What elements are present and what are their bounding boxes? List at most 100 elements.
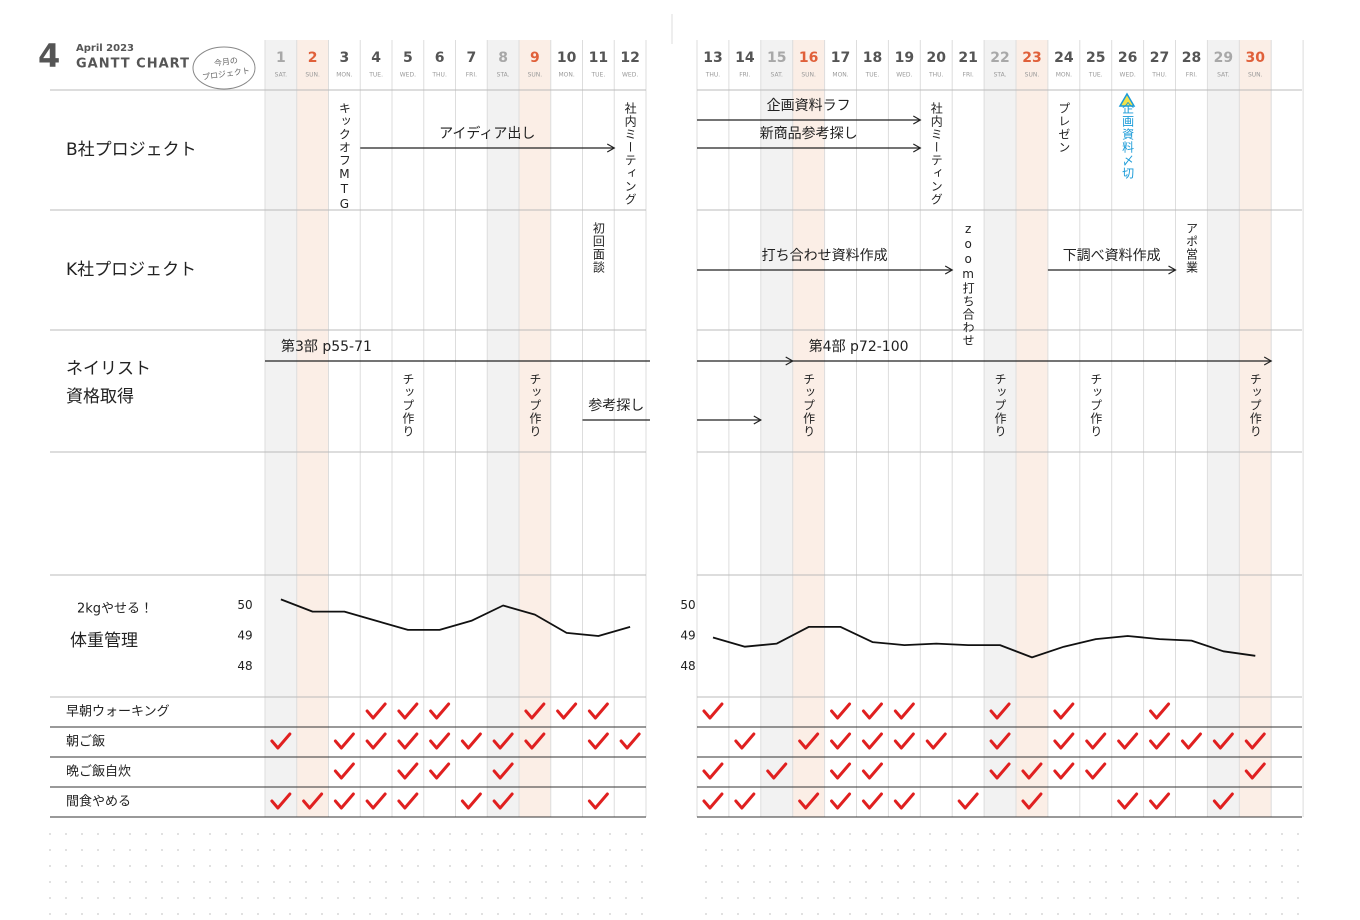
task-label: 第4部 p72-100 (809, 338, 909, 355)
check-mark (1149, 792, 1171, 810)
check-mark (830, 762, 852, 780)
check-mark (766, 762, 788, 780)
day-of-week: MON. (558, 72, 574, 79)
badge-text: 今月の (213, 55, 238, 68)
day-number: 6 (435, 50, 445, 66)
day-of-week: STA. (497, 72, 510, 79)
task-label: 打ち合わせ資料作成 (762, 247, 888, 264)
task-label: 第3部 p55-71 (281, 338, 372, 355)
day-number: 27 (1150, 50, 1169, 66)
weight-goal: 2kgやせる！ (77, 602, 153, 617)
task-label: アポ営業 (1184, 222, 1198, 274)
check-mark (1053, 762, 1075, 780)
day-of-week: FRI. (1186, 72, 1197, 79)
day-number: 21 (958, 50, 977, 66)
check-mark (1021, 762, 1043, 780)
check-mark (429, 702, 451, 720)
day-number: 14 (735, 50, 755, 66)
month-number: 4 (38, 37, 60, 75)
weight-tick-label: 49 (237, 629, 252, 643)
check-mark (1180, 732, 1202, 750)
check-mark (830, 732, 852, 750)
day-of-week: SUN. (1025, 72, 1040, 79)
check-mark (1053, 732, 1075, 750)
task-label: 参考探し (588, 398, 644, 414)
project-name: ネイリスト (66, 359, 151, 379)
badge (192, 46, 256, 90)
check-mark (1244, 762, 1266, 780)
day-of-week: THU. (431, 72, 447, 79)
day-of-week: WED. (400, 72, 416, 79)
day-of-week: TUE. (865, 72, 880, 79)
day-of-week: SUN. (528, 72, 543, 79)
weekend-shade (1207, 40, 1240, 817)
task-label: アイディア出し (439, 125, 535, 142)
weekend-shade (984, 40, 1016, 817)
day-number: 30 (1246, 50, 1266, 66)
check-mark (702, 792, 724, 810)
day-number: 1 (276, 50, 286, 66)
day-number: 22 (990, 50, 1009, 66)
check-mark (397, 792, 419, 810)
task-label: 企画資料ラフ (767, 98, 851, 114)
title: GANTT CHART (76, 57, 190, 72)
check-mark (397, 702, 419, 720)
check-mark (429, 762, 451, 780)
day-of-week: THU. (705, 72, 721, 79)
content-layer: 4 April 2023 GANTT CHART 今月の プロジェクト 2kgや… (38, 37, 1273, 810)
check-mark (1085, 762, 1107, 780)
check-mark (556, 702, 578, 720)
task-label: チップ作り (1089, 373, 1103, 438)
check-mark (1244, 732, 1266, 750)
check-mark (302, 792, 324, 810)
dot-grid (697, 830, 1303, 915)
check-mark (365, 702, 387, 720)
arrow-head (606, 143, 616, 153)
task-label: チップ作り (802, 373, 816, 438)
check-mark (989, 702, 1011, 720)
check-mark (524, 702, 546, 720)
task-label: 社内ミーティング (929, 101, 943, 206)
check-mark (893, 702, 915, 720)
check-mark (861, 732, 883, 750)
check-mark (587, 702, 609, 720)
check-mark (270, 792, 292, 810)
weight-tick-label: 48 (680, 659, 695, 673)
day-of-week: TUE. (1088, 72, 1103, 79)
day-of-week: SAT. (275, 72, 288, 79)
check-mark (619, 732, 641, 750)
task-label: 社内ミーティング (623, 101, 637, 206)
day-of-week: SAT. (1217, 72, 1230, 79)
habit-name: 晩ご飯自炊 (66, 764, 131, 780)
check-mark (1117, 732, 1139, 750)
check-mark (1085, 732, 1107, 750)
check-mark (1212, 732, 1234, 750)
day-of-week: SUN. (305, 72, 320, 79)
weekend-shade (1016, 40, 1048, 817)
check-mark (333, 792, 355, 810)
day-number: 25 (1086, 50, 1105, 66)
day-of-week: FRI. (739, 72, 750, 79)
check-mark (798, 732, 820, 750)
check-mark (734, 732, 756, 750)
check-mark (587, 732, 609, 750)
day-of-week: FRI. (963, 72, 974, 79)
day-of-week: SUN. (801, 72, 816, 79)
check-mark (734, 792, 756, 810)
check-mark (1149, 732, 1171, 750)
day-number: 4 (371, 50, 381, 66)
check-mark (1021, 792, 1043, 810)
arrow-head (944, 265, 954, 275)
arrow-head (913, 143, 922, 153)
habit-name: 朝ご飯 (66, 734, 105, 750)
check-mark (270, 732, 292, 750)
weekend-shade (487, 40, 519, 817)
background-layer (265, 40, 1272, 817)
check-mark (861, 792, 883, 810)
day-of-week: WED. (622, 72, 638, 79)
day-of-week: SUN. (1248, 72, 1263, 79)
day-number: 17 (831, 50, 850, 66)
check-mark (397, 762, 419, 780)
weight-line (280, 598, 631, 637)
